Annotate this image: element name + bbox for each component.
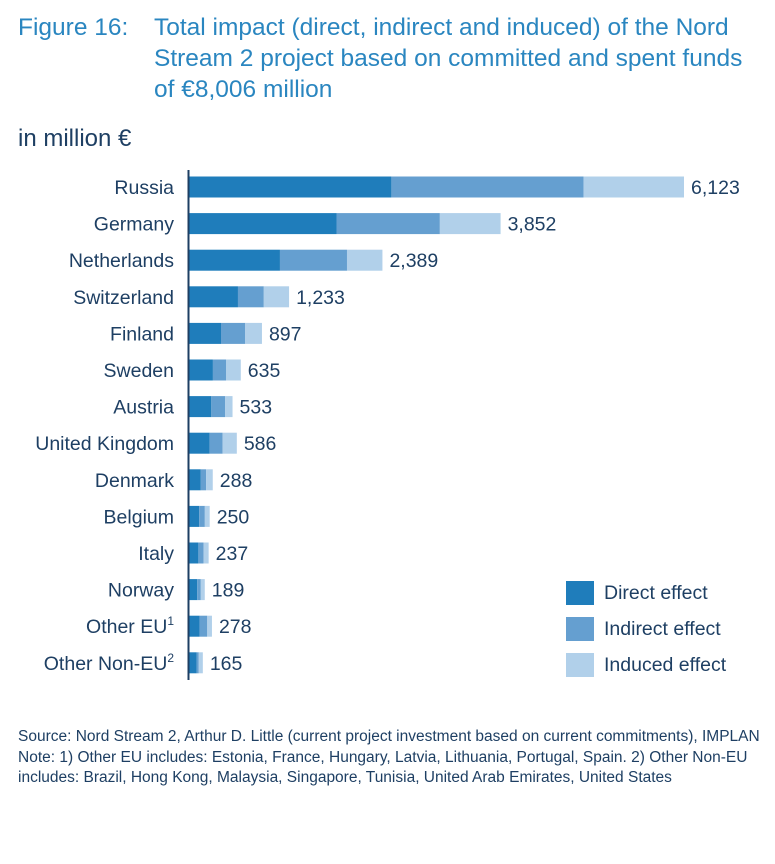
category-label: Norway [108,580,174,602]
category-label: Austria [113,397,174,419]
category-label: Switzerland [73,287,174,309]
bar-direct-netherlands [189,249,280,271]
bar-direct-other-non-eu [189,652,197,674]
category-label: Other Non-EU2 [44,651,175,675]
bar-indirect-denmark [200,469,207,491]
category-label: Germany [94,214,174,236]
total-value-label: 6,123 [691,177,740,199]
bar-direct-finland [189,322,221,344]
legend-item-induced: Induced effect [566,647,726,683]
category-label: Finland [110,323,174,345]
total-value-label: 635 [248,360,281,382]
stacked-bar-chart: Russia Germany Netherlands Switzerland Finla… [35,170,740,680]
bar-indirect-austria [211,396,226,418]
category-label: Belgium [104,506,174,528]
total-value-label: 250 [217,506,250,528]
bar-direct-other-eu [189,615,200,637]
bar-direct-sweden [189,359,213,381]
bar-indirect-norway [197,579,201,601]
bar-direct-russia [189,176,392,198]
unit-label: in million € [18,125,132,152]
bar-induced-italy [203,542,209,564]
bar-indirect-sweden [212,359,227,381]
bar-indirect-other-non-eu [196,652,199,674]
total-value-label: 2,389 [389,250,438,272]
total-value-label: 165 [210,653,243,675]
bar-induced-other-non-eu [198,652,203,674]
bar-indirect-germany [336,213,440,235]
bar-indirect-netherlands [279,249,347,271]
total-value-label: 897 [269,323,302,345]
legend-swatch-induced [566,653,594,677]
legend-label-induced: Induced effect [604,653,727,676]
bar-indirect-finland [221,322,246,344]
bar-indirect-other-eu [199,615,208,637]
total-value-label: 189 [212,580,245,602]
legend-label-direct: Direct effect [604,581,708,604]
bar-direct-switzerland [189,286,238,308]
legend-item-direct: Direct effect [566,575,726,611]
bar-direct-belgium [189,505,200,527]
legend-swatch-indirect [566,617,594,641]
category-label: Other EU1 [86,614,174,638]
category-labels: Russia Germany Netherlands Switzerland Finla… [35,177,174,675]
figure-title: Total impact (direct, indirect and induc… [154,14,743,103]
total-value-label: 3,852 [508,214,557,236]
bar-induced-united-kingdom [222,432,237,454]
total-labels: 6,123 3,852 2,389 1,233 897 635 533 586 288 250 23… [210,177,740,675]
note-text: Note: 1) Other EU includes: Estonia, Fra… [18,748,748,787]
legend-swatch-direct [566,581,594,605]
legend: Direct effect Indirect effect Induced ef… [566,575,726,683]
bar-induced-austria [225,396,233,418]
bar-direct-austria [189,396,212,418]
bar-induced-norway [200,579,205,601]
category-label: Sweden [104,360,174,382]
bar-direct-italy [189,542,199,564]
bar-direct-norway [189,579,198,601]
bar-direct-denmark [189,469,201,491]
total-value-label: 288 [220,470,253,492]
total-value-label: 278 [219,616,252,638]
bar-indirect-switzerland [237,286,264,308]
bar-indirect-russia [391,176,584,198]
bar-indirect-belgium [199,505,205,527]
category-label: Russia [114,177,174,199]
category-label: Netherlands [69,250,174,272]
category-label: Italy [138,543,174,565]
bar-induced-russia [583,176,684,198]
bar-induced-finland [245,322,262,344]
footer-notes: Source: Nord Stream 2, Arthur D. Little … [18,727,763,789]
bar-induced-other-eu [207,615,212,637]
total-value-label: 1,233 [296,287,345,309]
category-label: United Kingdom [35,433,174,455]
bar-direct-germany [189,213,337,235]
total-value-label: 533 [240,397,273,419]
bar-indirect-united-kingdom [209,432,223,454]
bar-induced-netherlands [346,249,383,271]
bar-induced-belgium [204,505,210,527]
bar-induced-sweden [226,359,241,381]
total-value-label: 586 [244,433,277,455]
figure-label: Figure 16: [18,14,129,41]
legend-item-indirect: Indirect effect [566,611,726,647]
bar-direct-united-kingdom [189,432,210,454]
bars-group [189,176,684,674]
category-footnote-marker: 1 [167,614,174,628]
bar-induced-germany [439,213,501,235]
total-value-label: 237 [216,543,249,565]
category-label: Denmark [95,470,174,492]
source-text: Source: Nord Stream 2, Arthur D. Little … [18,728,760,745]
bar-induced-switzerland [263,286,290,308]
bar-induced-denmark [206,469,213,491]
bar-indirect-italy [198,542,204,564]
legend-label-indirect: Indirect effect [604,617,721,640]
category-footnote-marker: 2 [167,651,174,665]
